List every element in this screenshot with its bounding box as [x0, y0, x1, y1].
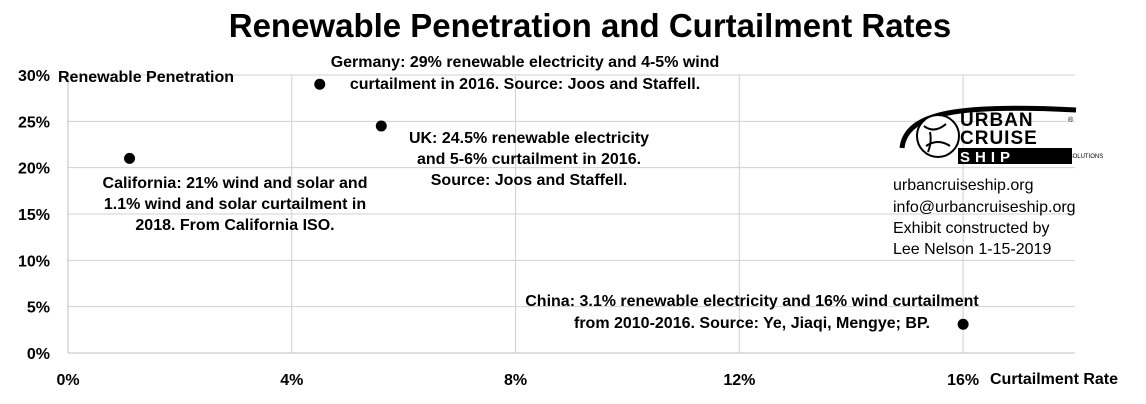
point-annotation: and 5-6% curtailment in 2016. — [417, 151, 641, 168]
tick-labels: 0% 5% 10% 15% 20% 25% 30% 0% 4% 8% 12% 16% — [18, 68, 979, 389]
point-annotation: from 2010-2016. Source: Ye, Jiaqi, Mengy… — [574, 315, 930, 332]
y-axis-title: Renewable Penetration — [58, 69, 234, 86]
point-annotation: Source: Joos and Staffell. — [431, 172, 627, 189]
grid-lines — [68, 74, 1075, 353]
point-annotation: UK: 24.5% renewable electricity — [409, 130, 649, 147]
point-annotation: 2018. From California ISO. — [135, 217, 334, 234]
logo-line-2: CRUISE — [960, 128, 1038, 149]
data-points — [124, 78, 969, 330]
chart-title: Renewable Penetration and Curtailment Ra… — [229, 7, 952, 44]
x-tick-label: 16% — [947, 372, 979, 389]
credit-email: info@urbancruiseship.org — [893, 199, 1076, 216]
axes — [67, 75, 1075, 354]
logo-globe-icon — [916, 114, 960, 158]
data-point — [124, 152, 136, 164]
credit-website: urbancruiseship.org — [893, 177, 1034, 194]
credit-line-4: Lee Nelson 1-15-2019 — [893, 241, 1051, 258]
logo-line-3: SHIP — [960, 149, 1015, 166]
y-tick-label: 20% — [18, 161, 50, 178]
x-tick-label: 8% — [504, 372, 527, 389]
point-annotation: Germany: 29% renewable electricity and 4… — [331, 54, 720, 71]
logo-line-1: URBAN — [960, 110, 1034, 131]
annotations: California: 21% wind and solar and 1.1% w… — [103, 54, 980, 332]
y-tick-label: 0% — [27, 346, 50, 363]
point-annotation: California: 21% wind and solar and — [103, 175, 368, 192]
y-tick-label: 10% — [18, 253, 50, 270]
point-annotation: curtailment in 2016. Source: Joos and St… — [350, 76, 700, 93]
logo-ship-bar — [958, 148, 1072, 164]
credit-line-3: Exhibit constructed by — [893, 220, 1050, 237]
urban-cruise-ship-logo: URBAN CRUISE SHIP ANALYSIS SOLUTIONS ® — [899, 105, 1103, 166]
x-tick-label: 0% — [56, 372, 79, 389]
x-tick-label: 4% — [280, 372, 303, 389]
x-tick-label: 12% — [723, 372, 755, 389]
point-annotation: 1.1% wind and solar curtailment in — [104, 196, 366, 213]
y-tick-label: 15% — [18, 207, 50, 224]
logo-swoosh — [899, 105, 1077, 149]
y-tick-label: 30% — [18, 68, 50, 85]
data-point — [957, 318, 969, 330]
data-point — [375, 120, 387, 132]
data-point — [314, 78, 326, 90]
y-tick-label: 25% — [18, 114, 50, 131]
x-axis-title: Curtailment Rate — [990, 371, 1118, 388]
logo-registered-mark: ® — [1068, 116, 1074, 124]
point-annotation: China: 3.1% renewable electricity and 16… — [525, 293, 979, 310]
y-tick-label: 5% — [27, 300, 50, 317]
logo-tagline: ANALYSIS SOLUTIONS — [1038, 154, 1103, 160]
